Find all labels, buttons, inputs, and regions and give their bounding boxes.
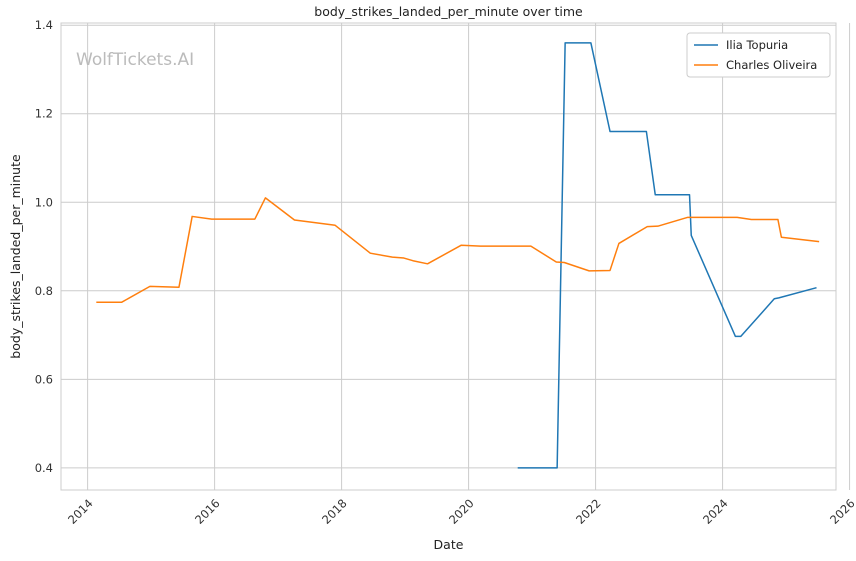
legend-label: Ilia Topuria bbox=[726, 38, 788, 52]
y-tick-label: 0.4 bbox=[35, 461, 53, 475]
y-tick-label: 1.4 bbox=[35, 18, 53, 32]
y-tick-label: 0.8 bbox=[35, 284, 53, 298]
series-line-ilia-topuria bbox=[517, 42, 817, 469]
watermark: WolfTickets.AI bbox=[76, 50, 194, 70]
y-tick-label: 1.2 bbox=[35, 107, 53, 121]
series-group bbox=[96, 42, 820, 469]
legend: Ilia Topuria Charles Oliveira bbox=[686, 32, 831, 78]
x-axis-label: Date bbox=[434, 537, 464, 552]
grid bbox=[61, 23, 851, 490]
legend-label: Charles Oliveira bbox=[726, 58, 817, 72]
y-axis-label: body_strikes_landed_per_minute bbox=[8, 154, 23, 359]
legend-box bbox=[686, 32, 831, 78]
y-tick-label: 1.0 bbox=[35, 195, 53, 209]
y-tick-label: 0.6 bbox=[35, 372, 53, 386]
plot-area-frame bbox=[60, 22, 837, 491]
chart-title: body_strikes_landed_per_minute over time bbox=[314, 4, 583, 19]
y-axis: 0.4 0.6 0.8 1.0 1.2 1.4 bbox=[35, 18, 53, 475]
